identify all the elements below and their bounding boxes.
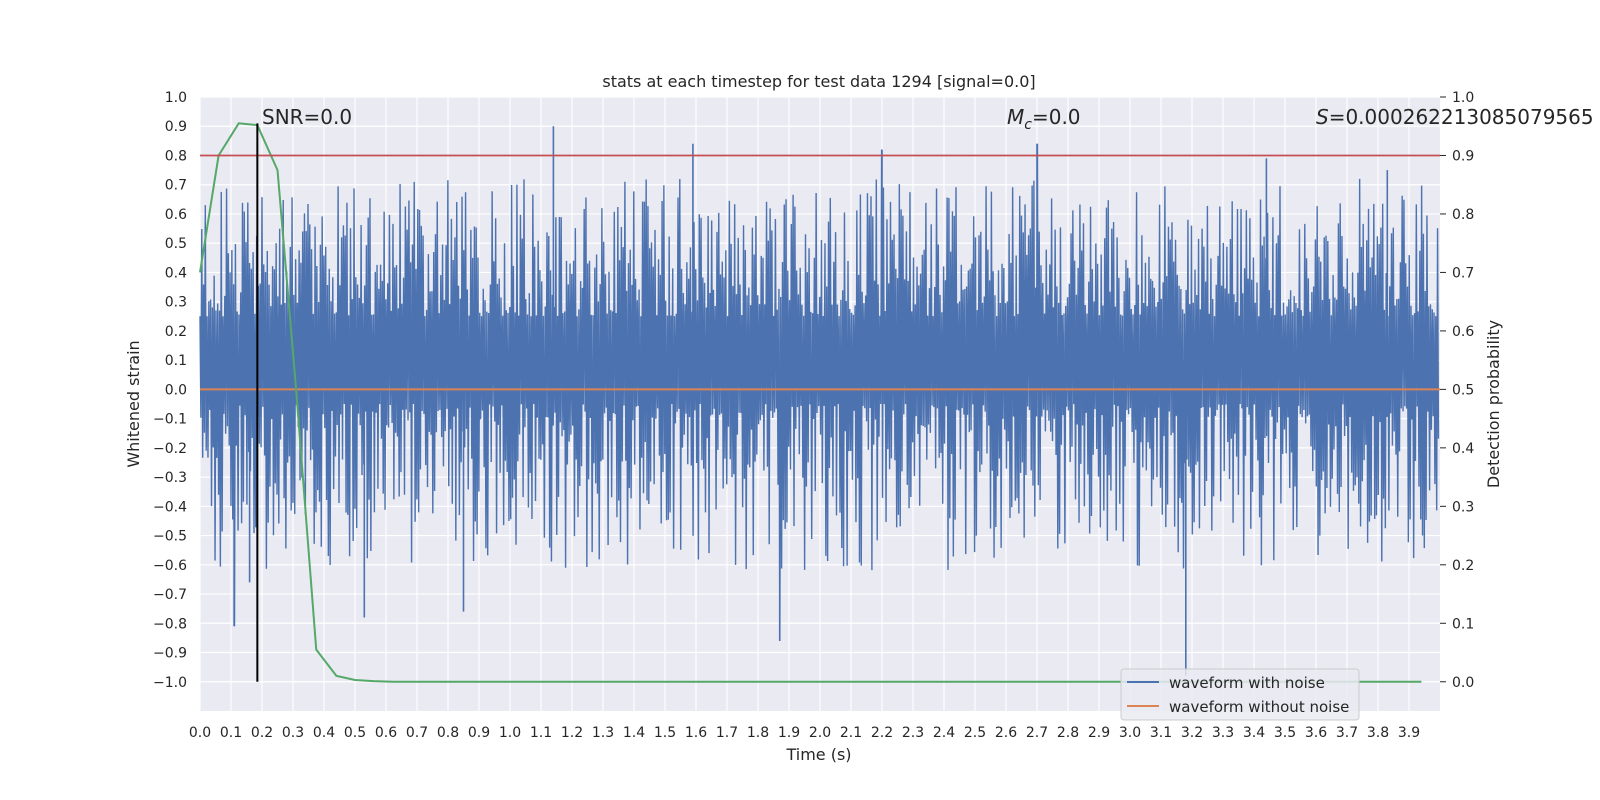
- x-tick-label: 1.4: [623, 725, 645, 741]
- x-tick-label: 2.1: [840, 725, 862, 741]
- legend: waveform with noise waveform without noi…: [1120, 668, 1360, 721]
- legend-label-noise: waveform with noise: [1169, 674, 1325, 692]
- y-tick-label: 0.7: [165, 178, 187, 194]
- y2-tick-label: 0.9: [1452, 148, 1474, 164]
- y2-tick-label: 0.1: [1452, 616, 1474, 632]
- x-tick-label: 2.2: [871, 725, 893, 741]
- x-tick-label: 3.3: [1212, 725, 1234, 741]
- x-tick-label: 1.8: [747, 725, 769, 741]
- chirp-mass-subscript: c: [1024, 117, 1032, 133]
- y-tick-label: −0.4: [153, 499, 187, 515]
- x-tick-label: 3.2: [1181, 725, 1203, 741]
- y-tick-label: 1.0: [165, 90, 187, 106]
- y2-tick-label: 1.0: [1452, 90, 1474, 106]
- y-axis-label: Whitened strain: [124, 340, 143, 467]
- y2-tick-label: 0.2: [1452, 558, 1474, 574]
- x-tick-label: 2.0: [809, 725, 831, 741]
- y2-tick-label: 0.0: [1452, 675, 1474, 691]
- x-tick-label: 0.2: [251, 725, 273, 741]
- x-tick-label: 3.1: [1150, 725, 1172, 741]
- chart-title: stats at each timestep for test data 129…: [602, 72, 1035, 91]
- x-tick-label: 1.2: [561, 725, 583, 741]
- chirp-mass-symbol: M: [1007, 105, 1024, 129]
- x-tick-label: 0.0: [189, 725, 211, 741]
- waveform-with-noise-line: [199, 143, 1440, 641]
- y-tick-label: 0.8: [165, 148, 187, 164]
- y-tick-label: 0.1: [165, 353, 187, 369]
- x-tick-label: 0.5: [344, 725, 366, 741]
- x-tick-label: 3.0: [1119, 725, 1141, 741]
- x-tick-label: 1.1: [530, 725, 552, 741]
- x-tick-label: 2.4: [933, 725, 955, 741]
- snr-annotation: SNR=0.0: [262, 105, 352, 129]
- x-tick-label: 0.1: [220, 725, 242, 741]
- x-axis-label: Time (s): [785, 745, 851, 764]
- y-tick-label: −0.2: [153, 441, 187, 457]
- y-tick-label: −0.7: [153, 587, 187, 603]
- y-tick-label: 0.5: [165, 236, 187, 252]
- y-tick-label: −0.9: [153, 646, 187, 662]
- y-tick-label: 0.0: [165, 382, 187, 398]
- y-tick-label: −0.1: [153, 412, 187, 428]
- y-tick-label: 0.9: [165, 119, 187, 135]
- x-tick-label: 1.3: [592, 725, 614, 741]
- x-tick-label: 1.7: [716, 725, 738, 741]
- y-tick-label: −0.6: [153, 558, 187, 574]
- x-tick-label: 1.5: [654, 725, 676, 741]
- detection-probability-series: [199, 122, 1422, 683]
- y-tick-label: −0.5: [153, 529, 187, 545]
- detection-probability-line: [199, 122, 1422, 683]
- waveform-with-noise-series: [199, 126, 1440, 676]
- y2-tick-label: 0.6: [1452, 324, 1474, 340]
- x-tick-label: 0.6: [375, 725, 397, 741]
- x-tick-label: 1.6: [685, 725, 707, 741]
- x-tick-label: 2.3: [902, 725, 924, 741]
- x-tick-label: 2.7: [1026, 725, 1048, 741]
- y2-axis-label: Detection probability: [1484, 320, 1503, 488]
- s-value: =0.000262213085079565: [1329, 105, 1594, 129]
- y-tick-label: 0.3: [165, 295, 187, 311]
- chirp-mass-value: =0.0: [1032, 105, 1081, 129]
- x-tick-label: 0.9: [468, 725, 490, 741]
- y2-tick-label: 0.3: [1452, 499, 1474, 515]
- legend-box: [1120, 668, 1360, 721]
- x-tick-label: 3.7: [1336, 725, 1358, 741]
- x-tick-label: 2.5: [964, 725, 986, 741]
- s-symbol: S: [1316, 105, 1329, 129]
- reference-lines: [200, 123, 1440, 682]
- x-tick-label: 3.9: [1398, 725, 1420, 741]
- x-tick-label: 0.8: [437, 725, 459, 741]
- x-tick-label: 0.3: [282, 725, 304, 741]
- y-tick-label: −0.3: [153, 470, 187, 486]
- x-tick-label: 2.6: [995, 725, 1017, 741]
- y-tick-label: 0.2: [165, 324, 187, 340]
- y2-tick-label: 0.7: [1452, 265, 1474, 281]
- x-tick-label: 2.9: [1088, 725, 1110, 741]
- x-tick-label: 3.6: [1305, 725, 1327, 741]
- x-tick-label: 0.7: [406, 725, 428, 741]
- x-tick-label: 0.4: [313, 725, 335, 741]
- y-tick-label: −0.8: [153, 616, 187, 632]
- x-tick-label: 3.4: [1243, 725, 1265, 741]
- x-tick-label: 3.8: [1367, 725, 1389, 741]
- y2-tick-label: 0.4: [1452, 441, 1474, 457]
- s-annotation: S=0.000262213085079565: [1316, 105, 1594, 129]
- x-tick-label: 1.9: [778, 725, 800, 741]
- y-tick-label: −1.0: [153, 675, 187, 691]
- y-tick-label: 0.4: [165, 265, 187, 281]
- x-tick-label: 3.5: [1274, 725, 1296, 741]
- y2-tick-label: 0.5: [1452, 382, 1474, 398]
- x-tick-label: 1.0: [499, 725, 521, 741]
- ticks: 0.0 0.1 0.2 0.3 0.4 0.5 0.6 0.7 0.8 0.9 1.0 1.1 1.2 1…: [153, 90, 1474, 741]
- x-tick-label: 2.8: [1057, 725, 1079, 741]
- legend-label-clean: waveform without noise: [1169, 698, 1349, 716]
- chirp-mass-annotation: Mc=0.0: [1007, 105, 1081, 133]
- y-tick-label: 0.6: [165, 207, 187, 223]
- y2-tick-label: 0.8: [1452, 207, 1474, 223]
